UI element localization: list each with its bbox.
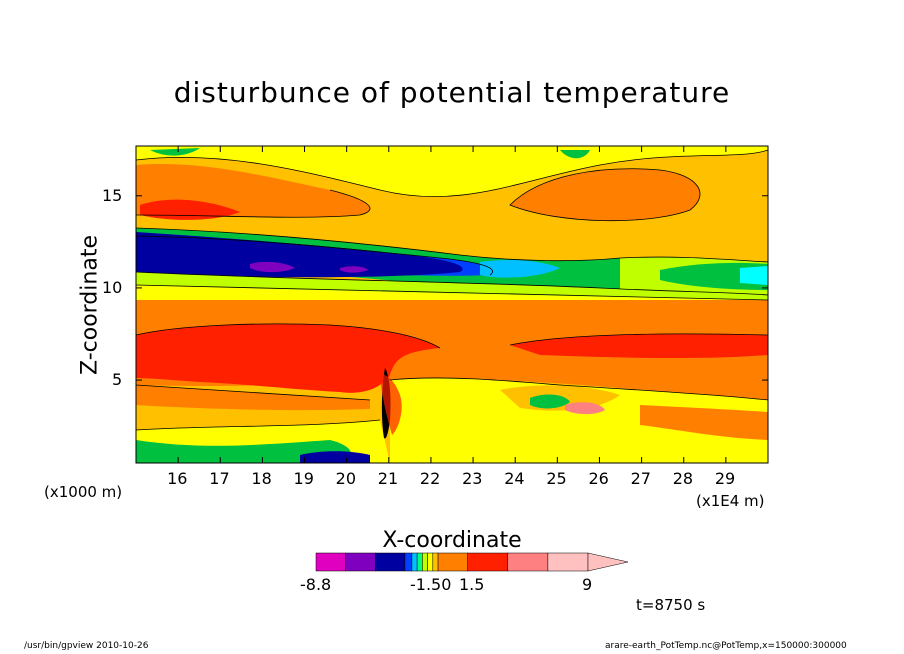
colorbar-cell (427, 552, 434, 572)
colorbar-label: -8.8 (300, 575, 332, 594)
x-tick-label: 25 (546, 469, 567, 488)
x-tick-label: 29 (714, 469, 736, 488)
x-tick-label: 27 (630, 469, 651, 488)
upper-yellow (136, 146, 768, 197)
x-unit-label: (x1000 m) (44, 483, 123, 501)
x-tick-label: 26 (588, 469, 609, 488)
footer-left: /usr/bin/gpview 2010-10-26 (24, 641, 149, 651)
purple-spot-2 (340, 266, 368, 273)
colorbar (315, 552, 629, 572)
y-axis-ticks (136, 195, 768, 381)
colorbar-cell (404, 552, 413, 572)
y-tick-label: 5 (112, 370, 123, 390)
footer-right: arare-earth_PotTemp.nc@PotTemp,x=150000:… (605, 641, 847, 651)
y-tick-label: 10 (102, 277, 123, 297)
lower-blue (300, 451, 370, 463)
x-tick-label: 22 (419, 469, 441, 488)
purple-spot-1 (250, 261, 295, 273)
warm-core (136, 323, 440, 393)
x-tick-label: 23 (462, 469, 483, 488)
colorbar-cell (411, 552, 418, 572)
x-tick-label: 24 (504, 469, 525, 488)
colorbar-cell (507, 552, 549, 572)
y-tick-label: 15 (102, 185, 123, 205)
x-axis-ticks (177, 146, 727, 463)
cold-layer (136, 232, 463, 278)
contour-fill (136, 146, 768, 463)
x-scale-label: (x1E4 m) (696, 492, 765, 510)
top-green-2 (560, 150, 590, 159)
lower-right-orange (640, 405, 768, 440)
colorbar-label: 9 (582, 575, 593, 594)
wave-red (380, 374, 402, 435)
x-tick-label: 18 (251, 469, 272, 488)
colorbar-cell (547, 552, 589, 572)
colorbar-cell (432, 552, 439, 572)
cyan-patch (480, 260, 560, 278)
colorbar-label: 1.5 (459, 575, 485, 594)
colorbar-cell (345, 552, 376, 572)
colorbar-cell (467, 552, 509, 572)
lower-green (136, 440, 351, 463)
colorbar-extension (587, 552, 629, 572)
colorbar-cell (375, 552, 406, 572)
right-red-strip (510, 333, 768, 359)
top-green-1 (150, 148, 200, 156)
lower-right-yellow (390, 377, 768, 463)
lower-right-green (530, 394, 570, 409)
colorbar-cell (437, 552, 468, 572)
colorbar-cell (416, 552, 423, 572)
x-tick-label: 19 (293, 469, 314, 488)
x-axis-label: X-coordinate (382, 528, 522, 553)
colorbar-cell (315, 552, 346, 572)
time-label: t=8750 s (636, 596, 706, 614)
colorbar-cell (422, 552, 428, 572)
upper-orange-right (510, 168, 700, 221)
y-axis-label: Z-coordinate (77, 235, 103, 375)
x-tick-label: 16 (167, 469, 188, 488)
x-tick-label: 20 (335, 469, 357, 488)
lower-right-pink (565, 402, 605, 415)
chart-title: disturbunce of potential temperature (173, 76, 731, 109)
right-cyan (740, 266, 768, 285)
x-tick-label: 28 (672, 469, 694, 488)
plot-frame (135, 145, 769, 464)
colorbar-label: -1.50 (410, 575, 452, 594)
x-tick-label: 21 (377, 469, 399, 488)
x-tick-label: 17 (209, 469, 230, 488)
